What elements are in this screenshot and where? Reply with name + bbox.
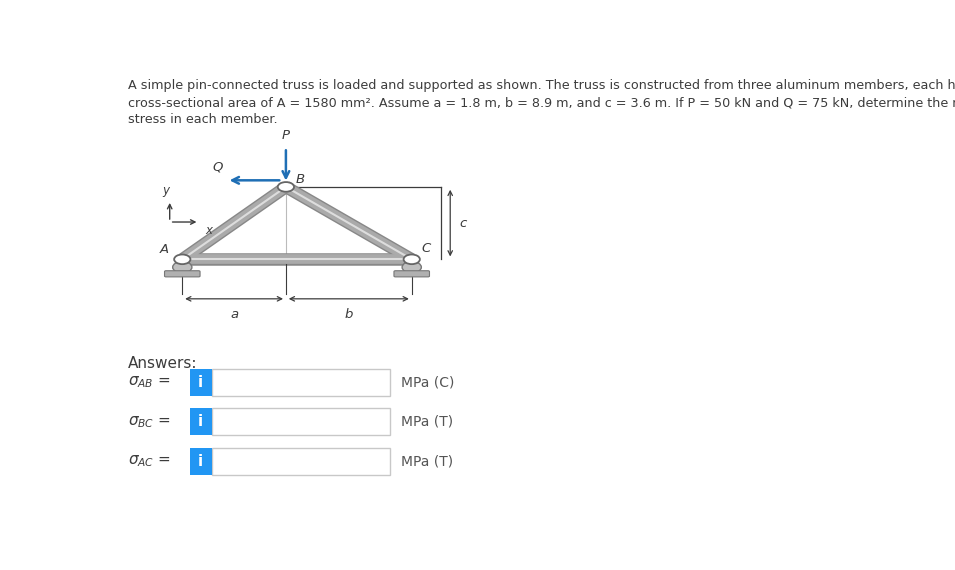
Text: MPa (T): MPa (T) [401, 454, 453, 468]
Circle shape [404, 254, 420, 264]
Text: $\sigma_{AC}$ =: $\sigma_{AC}$ = [128, 453, 171, 469]
Text: Answers:: Answers: [128, 356, 198, 371]
FancyBboxPatch shape [212, 447, 390, 475]
Text: B: B [295, 173, 305, 186]
Text: A simple pin-connected truss is loaded and supported as shown. The truss is cons: A simple pin-connected truss is loaded a… [128, 79, 955, 92]
Circle shape [174, 254, 190, 264]
Text: stress in each member.: stress in each member. [128, 113, 278, 126]
Text: $\sigma_{BC}$ =: $\sigma_{BC}$ = [128, 414, 171, 430]
Text: $\sigma_{AB}$ =: $\sigma_{AB}$ = [128, 374, 171, 390]
Text: Q: Q [213, 161, 223, 174]
Text: a: a [230, 308, 238, 321]
FancyBboxPatch shape [190, 447, 212, 475]
FancyBboxPatch shape [190, 369, 212, 396]
Circle shape [278, 182, 294, 192]
FancyBboxPatch shape [394, 271, 430, 277]
Text: cross-sectional area of A = 1580 mm². Assume a = 1.8 m, b = 8.9 m, and c = 3.6 m: cross-sectional area of A = 1580 mm². As… [128, 96, 955, 109]
Text: MPa (C): MPa (C) [401, 375, 454, 389]
Text: y: y [162, 184, 169, 197]
Text: b: b [345, 308, 353, 321]
Text: i: i [199, 374, 203, 390]
Circle shape [173, 262, 192, 273]
Text: x: x [205, 224, 212, 237]
Text: P: P [282, 129, 290, 142]
FancyBboxPatch shape [212, 408, 390, 435]
FancyBboxPatch shape [212, 369, 390, 396]
Text: C: C [421, 242, 431, 255]
FancyBboxPatch shape [190, 408, 212, 435]
Circle shape [402, 262, 421, 273]
FancyBboxPatch shape [164, 271, 200, 277]
Text: A: A [159, 243, 169, 256]
Text: MPa (T): MPa (T) [401, 415, 453, 429]
Text: i: i [199, 454, 203, 469]
Text: i: i [199, 414, 203, 429]
Text: c: c [459, 217, 466, 230]
